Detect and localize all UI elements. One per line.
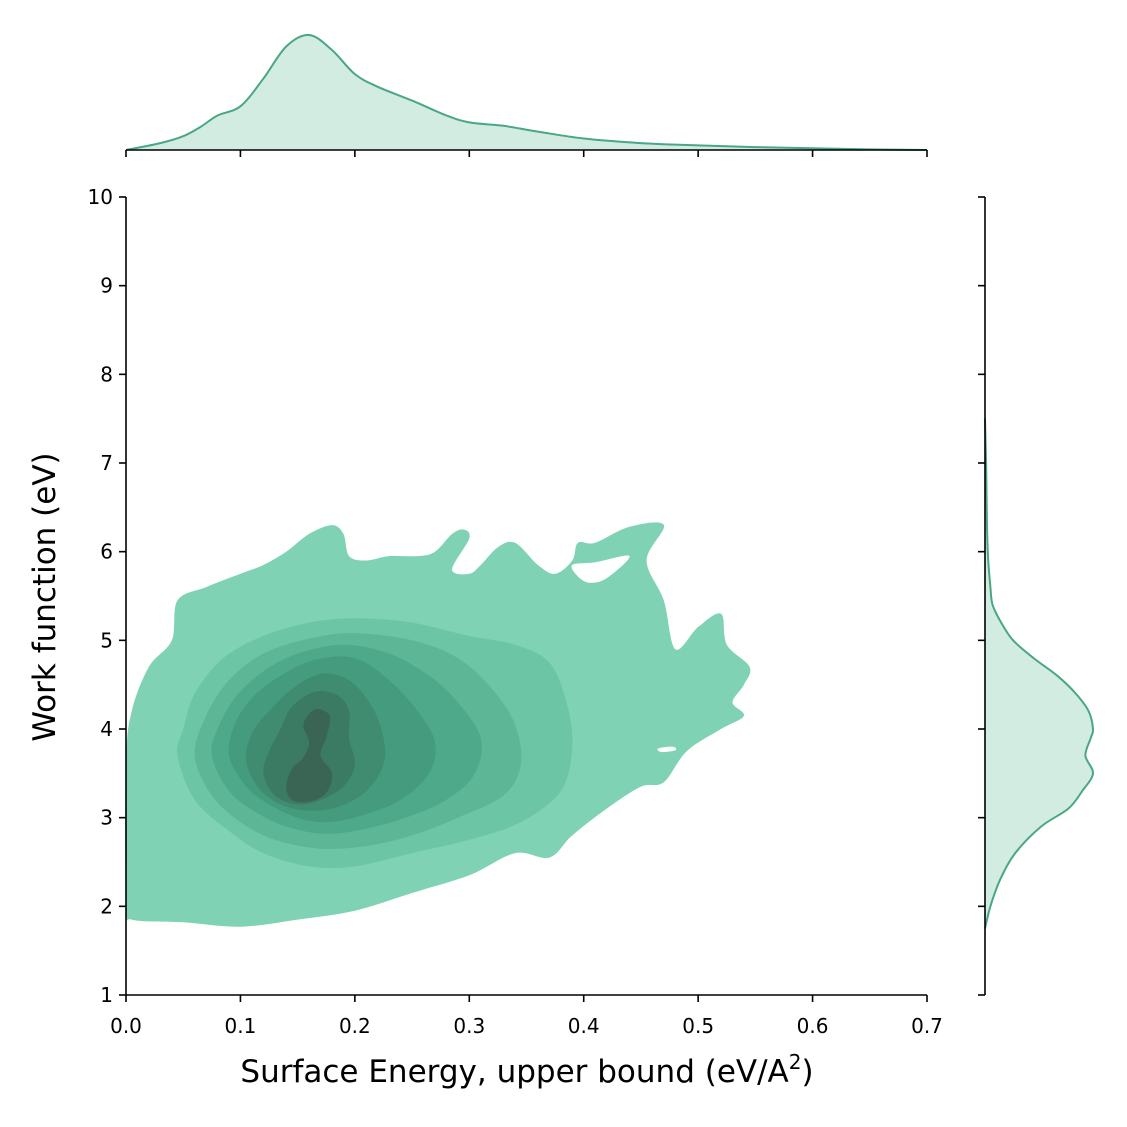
x-axis-title-text: Surface Energy, upper bound (eV/A bbox=[240, 1054, 788, 1090]
x-tick-label: 0.7 bbox=[911, 1014, 943, 1038]
x-tick-label: 0.5 bbox=[682, 1014, 714, 1038]
y-tick-label: 4 bbox=[100, 717, 113, 741]
main-axes: 0.0 0.1 0.2 0.3 0.4 0.5 0.6 0.7 1 2 3 4 5 6 7 8 9 10 bbox=[88, 185, 943, 1038]
right-marginal-fill bbox=[985, 418, 1094, 929]
x-axis-title-superscript: 2 bbox=[789, 1050, 802, 1074]
y-tick-label: 1 bbox=[100, 983, 113, 1007]
x-tick-label: 0.2 bbox=[339, 1014, 371, 1038]
y-tick-label: 9 bbox=[100, 274, 113, 298]
y-tick-label: 2 bbox=[100, 894, 113, 918]
x-tick-label: 0.6 bbox=[797, 1014, 829, 1038]
x-axis-title: Surface Energy, upper bound (eV/A2) bbox=[240, 1050, 813, 1090]
density-level-8 bbox=[286, 709, 333, 803]
x-tick-label: 0.3 bbox=[453, 1014, 485, 1038]
top-marginal-density bbox=[125, 33, 928, 157]
top-marginal-fill bbox=[126, 34, 927, 150]
kde-contour-plot bbox=[125, 522, 751, 927]
top-marginal-curve bbox=[125, 33, 928, 151]
y-tick-label: 10 bbox=[88, 185, 113, 209]
x-tick-label: 0.4 bbox=[568, 1014, 600, 1038]
y-tick-label: 3 bbox=[100, 806, 113, 830]
y-tick-label: 5 bbox=[100, 628, 113, 652]
x-tick-label: 0.1 bbox=[225, 1014, 257, 1038]
right-marginal-density bbox=[978, 196, 1095, 996]
y-axis-title: Work function (eV) bbox=[27, 452, 63, 741]
y-tick-label: 7 bbox=[100, 451, 113, 475]
y-tick-label: 6 bbox=[100, 540, 113, 564]
x-axis-title-close: ) bbox=[801, 1054, 813, 1090]
y-tick-label: 8 bbox=[100, 362, 113, 386]
right-marginal-curve bbox=[984, 418, 1095, 929]
x-tick-label: 0.0 bbox=[110, 1014, 142, 1038]
